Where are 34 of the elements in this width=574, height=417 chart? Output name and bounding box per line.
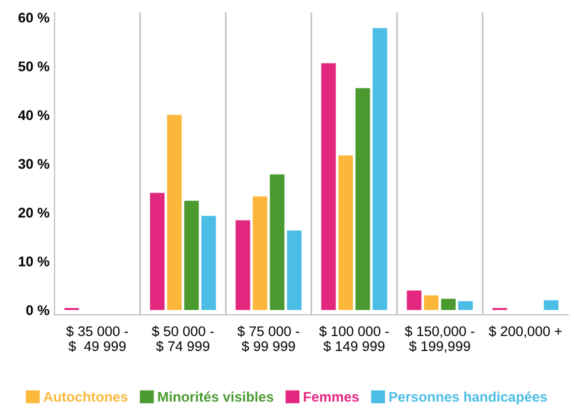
y-tick-label: 20 % [18,208,50,218]
bar [286,230,302,310]
bar [270,174,284,310]
bar [406,290,422,310]
bar [355,88,370,310]
x-tick-label: $ 150,000 - $ 199,999 [404,326,474,353]
y-tick-label: 0 % [26,305,50,316]
bar [321,63,336,310]
bar [441,298,456,310]
x-tick-label: $ 35 000 - $ 49 999 [66,326,128,352]
legend-label: Personnes handicapées [389,391,547,404]
y-tick-label: 40 % [18,110,50,120]
bar [184,200,199,310]
x-tick-label: $ 100 000 - $ 149 999 [319,326,389,352]
bar [252,196,268,310]
x-tick-label: $ 50 000 - $ 74 999 [152,326,214,352]
bar [150,192,165,310]
y-tick-label: 60 % [18,12,50,23]
legend-label: Autochtones [44,392,128,402]
bar [424,295,439,310]
bar [201,216,216,310]
y-tick-label: 10 % [18,256,50,266]
bar [544,300,558,310]
bar [372,28,388,310]
bar [167,114,182,310]
x-tick-label: $ 200,000 + [488,326,562,338]
legend-label: Femmes [304,392,359,402]
x-tick-label: $ 75 000 - $ 99 999 [237,326,300,352]
bar [236,220,250,310]
bar [458,301,473,310]
bar [338,155,353,310]
y-tick-label: 30 % [18,159,50,169]
legend-label: Minorités visibles [158,391,274,402]
y-tick-label: 50 % [18,61,50,72]
